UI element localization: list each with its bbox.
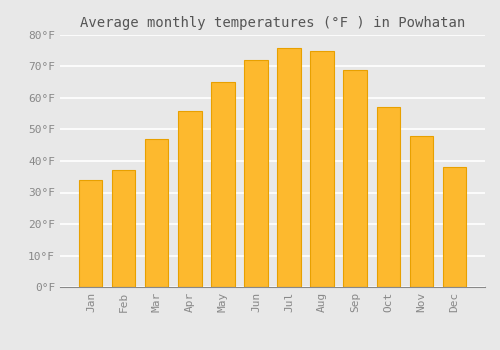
Bar (442, 167, 466, 287)
Bar (244, 60, 268, 287)
Bar (278, 48, 300, 287)
Title: Average monthly temperatures (°F ) in Powhatan: Average monthly temperatures (°F ) in Po… (80, 16, 465, 30)
Bar (80, 180, 102, 287)
Bar (212, 82, 234, 287)
Bar (410, 136, 432, 287)
Bar (146, 139, 169, 287)
Bar (112, 170, 136, 287)
Bar (344, 70, 366, 287)
Bar (310, 51, 334, 287)
Bar (376, 107, 400, 287)
Bar (178, 111, 202, 287)
